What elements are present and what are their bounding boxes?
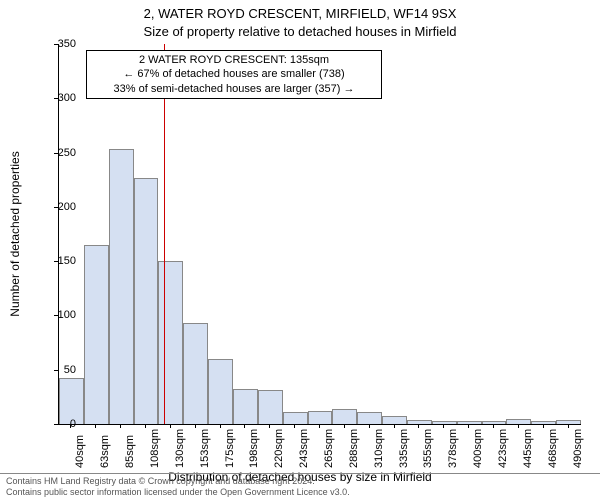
- y-tick-label: 150: [46, 255, 76, 267]
- property-marker-line: [164, 44, 165, 424]
- x-tick-mark: [394, 424, 395, 428]
- x-tick-label: 40sqm: [74, 435, 86, 468]
- x-tick-label: 490sqm: [572, 429, 584, 468]
- x-tick-label: 310sqm: [373, 429, 385, 468]
- histogram-bar: [283, 412, 308, 424]
- x-tick-mark: [220, 424, 221, 428]
- histogram-bar: [382, 416, 407, 424]
- y-tick-label: 300: [46, 92, 76, 104]
- x-tick-mark: [418, 424, 419, 428]
- x-tick-mark: [344, 424, 345, 428]
- x-tick-mark: [95, 424, 96, 428]
- plot-area: [58, 44, 581, 425]
- chart-title-main: 2, WATER ROYD CRESCENT, MIRFIELD, WF14 9…: [0, 6, 600, 21]
- y-tick-mark: [54, 44, 58, 45]
- x-tick-label: 108sqm: [149, 429, 161, 468]
- x-tick-mark: [443, 424, 444, 428]
- y-tick-mark: [54, 424, 58, 425]
- x-tick-label: 85sqm: [124, 435, 136, 468]
- y-tick-label: 50: [46, 364, 76, 376]
- x-tick-mark: [294, 424, 295, 428]
- x-tick-mark: [369, 424, 370, 428]
- footer-line-2: Contains public sector information licen…: [6, 487, 594, 498]
- x-tick-mark: [195, 424, 196, 428]
- y-tick-mark: [54, 98, 58, 99]
- x-tick-mark: [120, 424, 121, 428]
- histogram-bar: [308, 411, 333, 424]
- histogram-bar: [258, 390, 283, 424]
- annotation-line: 33% of semi-detached houses are larger (…: [93, 82, 375, 96]
- histogram-bar: [183, 323, 208, 424]
- histogram-bar: [134, 178, 159, 424]
- footer-line-1: Contains HM Land Registry data © Crown c…: [6, 476, 594, 487]
- x-tick-label: 130sqm: [174, 429, 186, 468]
- x-tick-mark: [518, 424, 519, 428]
- y-tick-mark: [54, 207, 58, 208]
- x-tick-label: 220sqm: [273, 429, 285, 468]
- histogram-bar: [556, 420, 581, 424]
- y-tick-mark: [54, 153, 58, 154]
- annotation-line: 2 WATER ROYD CRESCENT: 135sqm: [93, 53, 375, 67]
- histogram-bar: [531, 421, 556, 424]
- x-tick-label: 335sqm: [398, 429, 410, 468]
- y-tick-label: 250: [46, 147, 76, 159]
- x-tick-label: 265sqm: [323, 429, 335, 468]
- x-tick-mark: [244, 424, 245, 428]
- footer: Contains HM Land Registry data © Crown c…: [0, 473, 600, 500]
- y-tick-label: 350: [46, 38, 76, 50]
- x-tick-label: 243sqm: [298, 429, 310, 468]
- y-tick-label: 200: [46, 201, 76, 213]
- chart-title-sub: Size of property relative to detached ho…: [0, 24, 600, 39]
- x-tick-label: 63sqm: [99, 435, 111, 468]
- x-tick-mark: [269, 424, 270, 428]
- y-axis-label: Number of detached properties: [8, 151, 22, 316]
- x-tick-label: 378sqm: [447, 429, 459, 468]
- annotation-box: 2 WATER ROYD CRESCENT: 135sqm← 67% of de…: [86, 50, 382, 99]
- x-tick-label: 288sqm: [348, 429, 360, 468]
- y-tick-label: 100: [46, 309, 76, 321]
- x-tick-mark: [568, 424, 569, 428]
- x-tick-label: 175sqm: [224, 429, 236, 468]
- x-tick-mark: [70, 424, 71, 428]
- histogram-bar: [158, 261, 183, 424]
- x-tick-label: 445sqm: [522, 429, 534, 468]
- histogram-bar: [84, 245, 109, 424]
- y-tick-mark: [54, 370, 58, 371]
- x-tick-mark: [319, 424, 320, 428]
- y-tick-mark: [54, 315, 58, 316]
- y-tick-label: 0: [46, 418, 76, 430]
- x-tick-label: 423sqm: [497, 429, 509, 468]
- x-tick-mark: [145, 424, 146, 428]
- x-tick-mark: [170, 424, 171, 428]
- x-tick-mark: [468, 424, 469, 428]
- histogram-bar: [332, 409, 357, 424]
- x-tick-mark: [493, 424, 494, 428]
- annotation-line: ← 67% of detached houses are smaller (73…: [93, 67, 375, 81]
- x-tick-label: 198sqm: [248, 429, 260, 468]
- y-tick-mark: [54, 261, 58, 262]
- x-tick-label: 400sqm: [472, 429, 484, 468]
- histogram-bar: [208, 359, 233, 424]
- histogram-bar: [407, 420, 432, 424]
- histogram-bar: [506, 419, 531, 424]
- x-tick-label: 355sqm: [422, 429, 434, 468]
- histogram-bar: [109, 149, 134, 424]
- chart-container: 2, WATER ROYD CRESCENT, MIRFIELD, WF14 9…: [0, 0, 600, 500]
- x-tick-label: 468sqm: [547, 429, 559, 468]
- histogram-bar: [357, 412, 382, 424]
- x-tick-mark: [543, 424, 544, 428]
- histogram-bar: [233, 389, 258, 424]
- x-tick-label: 153sqm: [199, 429, 211, 468]
